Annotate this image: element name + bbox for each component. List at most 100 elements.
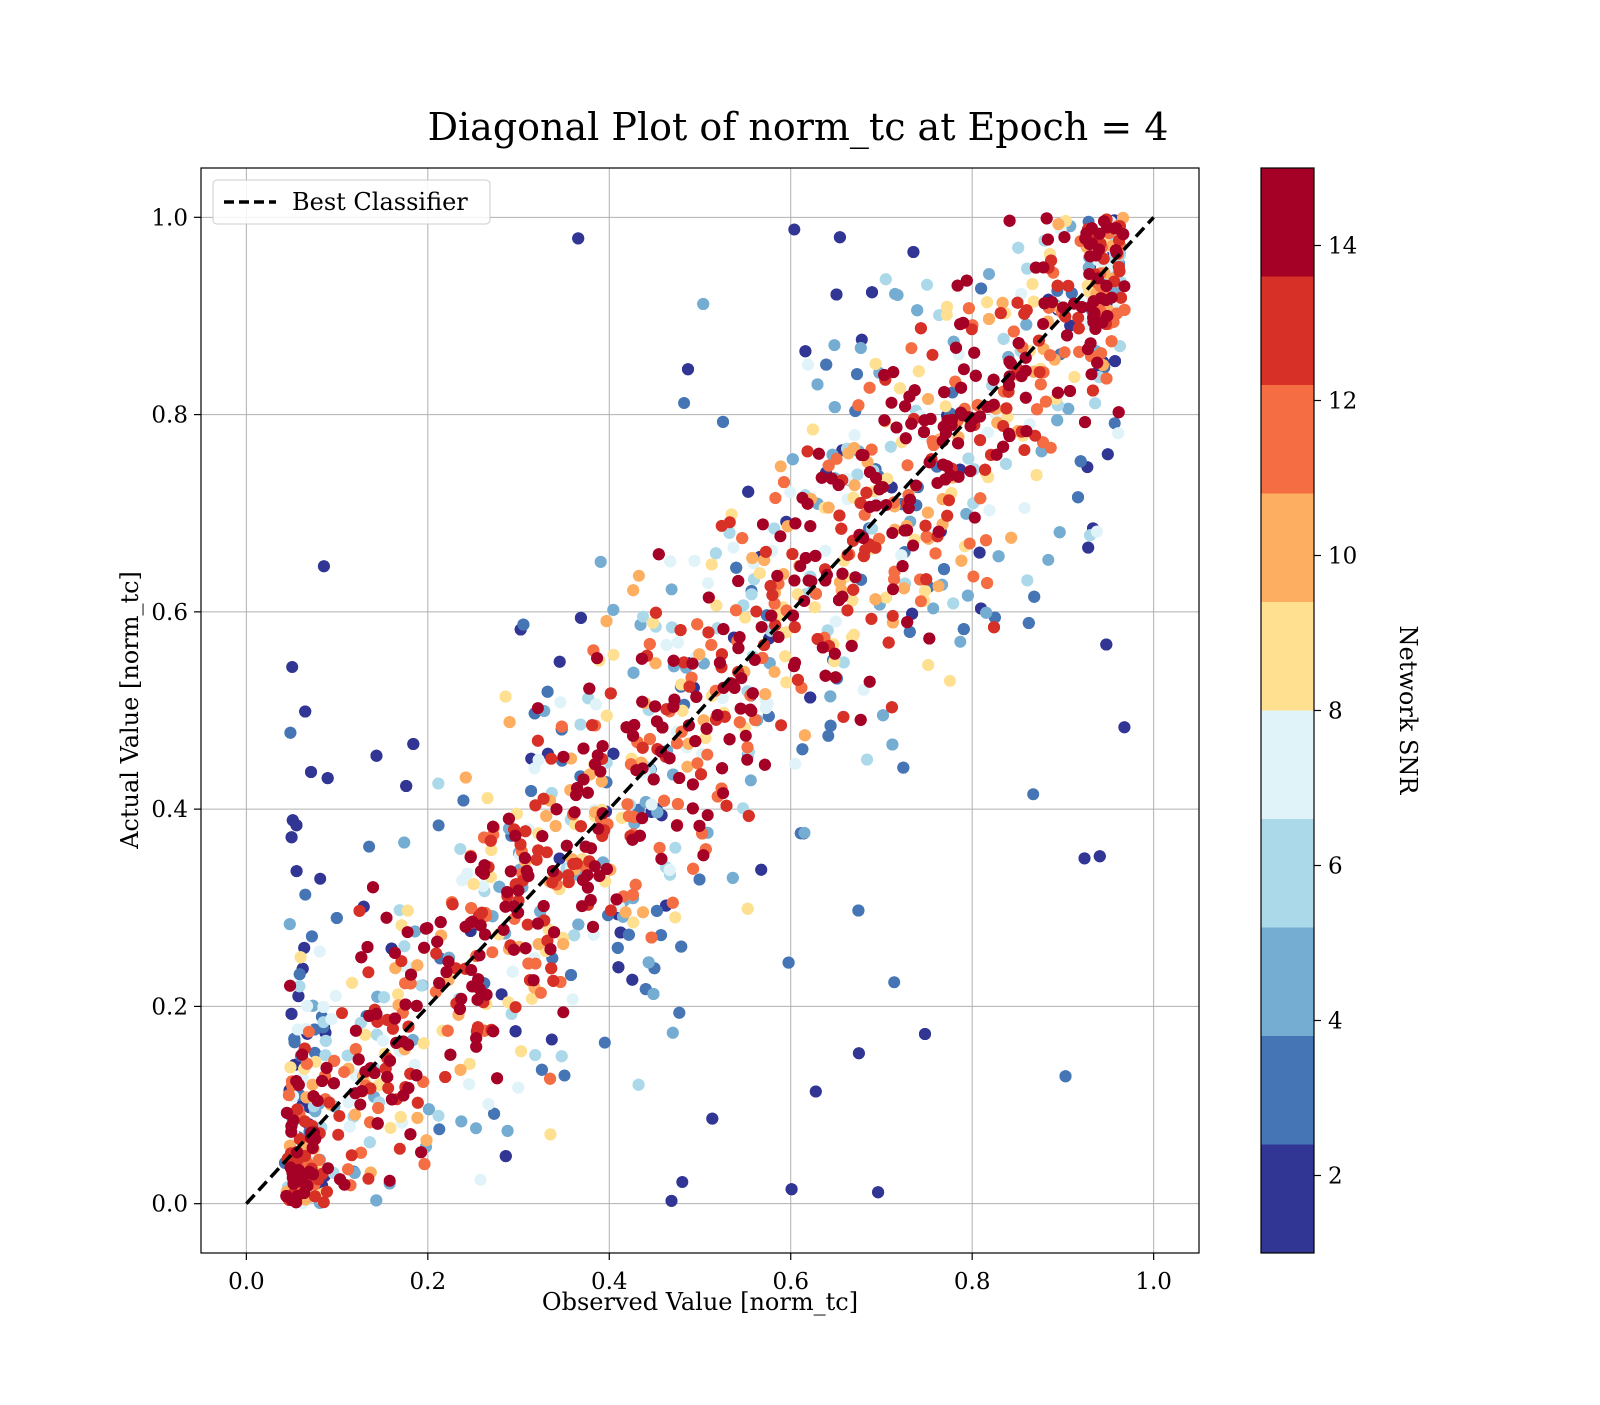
scatter-point <box>464 851 477 864</box>
scatter-point <box>439 1071 452 1083</box>
scatter-point <box>371 1117 384 1130</box>
plot-frame <box>200 167 1200 1254</box>
scatter-point <box>711 709 724 721</box>
scatter-point <box>855 449 868 461</box>
scatter-point <box>882 636 895 649</box>
scatter-point <box>509 1001 522 1014</box>
scatter-point <box>768 665 781 678</box>
scatter-point <box>962 452 975 465</box>
scatter-point <box>531 917 544 930</box>
scatter-point <box>759 545 772 558</box>
scatter-point <box>355 951 368 964</box>
scatter-point <box>980 534 992 547</box>
scatter-point <box>320 1061 333 1074</box>
scatter-point <box>299 888 312 901</box>
scatter-point <box>919 584 931 597</box>
scatter-point <box>361 941 374 953</box>
scatter-point <box>837 710 850 723</box>
scatter-point <box>717 415 729 428</box>
x-axis-label: Observed Value [norm_tc] <box>542 1288 858 1316</box>
scatter-point <box>901 616 914 629</box>
scatter-point <box>854 342 867 354</box>
scatter-point <box>799 552 812 564</box>
scatter-point <box>682 719 695 732</box>
scatter-point <box>594 765 607 778</box>
scatter-point <box>525 992 538 1005</box>
x-tick-label: 0.6 <box>772 1269 809 1295</box>
scatter-point <box>649 657 662 670</box>
scatter-point <box>788 223 801 236</box>
scatter-point <box>557 938 570 950</box>
scatter-point <box>607 603 620 616</box>
scatter-point <box>645 798 658 811</box>
scatter-point <box>705 638 718 651</box>
scatter-point <box>1058 346 1071 359</box>
scatter-point <box>430 947 443 960</box>
scatter-point <box>1018 502 1031 514</box>
scatter-point <box>583 682 596 695</box>
scatter-point <box>1012 241 1025 254</box>
scatter-point <box>286 661 299 673</box>
scatter-point <box>775 719 788 732</box>
scatter-point <box>1041 233 1054 246</box>
y-tick-label: 1.0 <box>151 205 188 231</box>
scatter-point <box>598 1036 611 1049</box>
scatter-point <box>765 609 778 622</box>
scatter-point <box>1084 250 1097 263</box>
colorbar-label: Network SNR <box>1394 626 1422 796</box>
scatter-point <box>1075 301 1088 314</box>
scatter-point <box>666 1026 679 1039</box>
scatter-point <box>1105 335 1118 348</box>
scatter-point <box>521 918 534 931</box>
scatter-point <box>786 548 799 560</box>
scatter-point <box>804 520 817 533</box>
scatter-point <box>753 567 766 580</box>
scatter-point <box>1020 318 1033 331</box>
scatter-point <box>1093 850 1106 863</box>
scatter-point <box>359 1028 372 1041</box>
scatter-point <box>861 753 873 766</box>
scatter-point <box>1086 384 1099 397</box>
scatter-point <box>607 747 620 760</box>
scatter-point <box>478 859 491 872</box>
scatter-point <box>642 956 655 969</box>
scatter-point <box>897 761 910 774</box>
scatter-point <box>1027 295 1040 308</box>
scatter-point <box>382 1082 395 1095</box>
scatter-point <box>663 752 676 765</box>
scatter-point <box>431 935 444 948</box>
scatter-point <box>596 740 609 753</box>
scatter-point <box>574 611 587 624</box>
scatter-point <box>772 631 785 643</box>
scatter-point <box>362 966 375 979</box>
scatter-point <box>910 479 923 492</box>
scatter-point <box>531 734 544 747</box>
scatter-point <box>681 760 694 773</box>
scatter-point <box>845 639 858 652</box>
scatter-point <box>547 974 560 987</box>
scatter-point <box>627 729 640 742</box>
scatter-point <box>485 844 498 856</box>
scatter-point <box>557 750 570 763</box>
scatter-point <box>434 916 447 929</box>
scatter-point <box>816 641 829 654</box>
scatter-point <box>1091 356 1104 369</box>
scatter-point <box>981 296 993 309</box>
scatter-point <box>1044 441 1057 454</box>
scatter-point <box>317 1196 330 1209</box>
x-tick-label: 0.8 <box>954 1269 991 1295</box>
scatter-point <box>571 782 584 795</box>
scatter-point <box>1080 227 1093 240</box>
scatter-point <box>399 977 412 990</box>
scatter-point <box>548 926 561 939</box>
scatter-point <box>1062 279 1075 292</box>
scatter-point <box>863 381 876 394</box>
scatter-point <box>1005 531 1018 544</box>
scatter-point <box>306 1078 319 1091</box>
scatter-point <box>804 691 817 704</box>
scatter-point <box>487 820 499 833</box>
scatter-point <box>730 604 742 617</box>
scatter-point <box>957 623 970 636</box>
x-axis-ticks: 0.0 0.2 0.4 0.6 0.8 1.0 <box>228 1253 1172 1295</box>
scatter-point <box>923 632 936 645</box>
